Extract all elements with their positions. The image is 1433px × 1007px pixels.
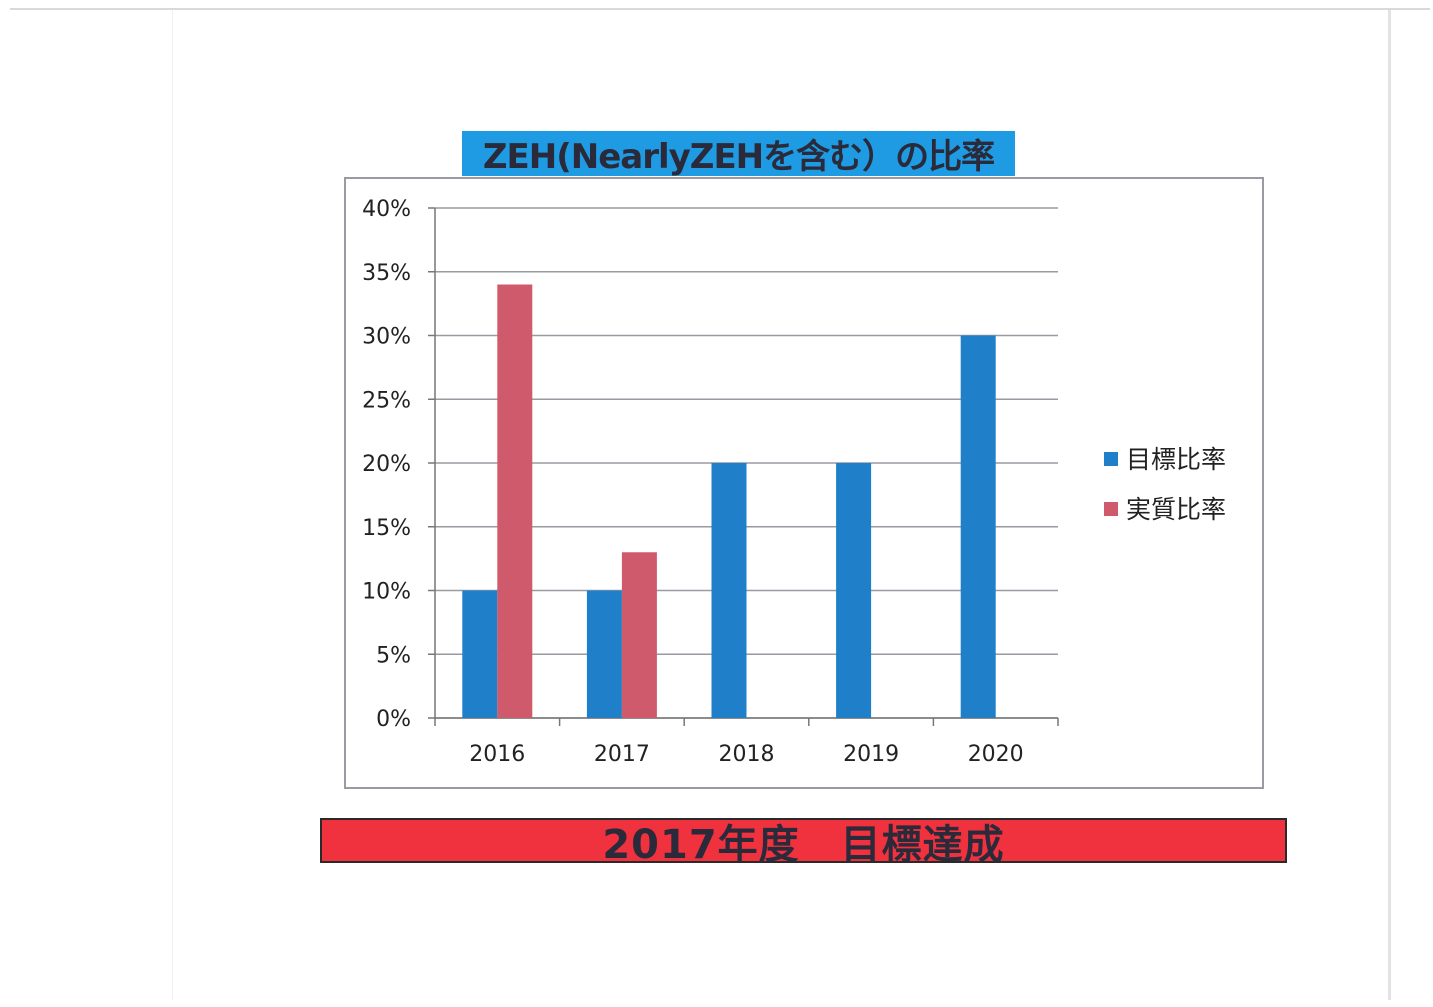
x-tick-label: 2018: [719, 742, 775, 767]
scan-edge-left: [172, 10, 173, 1000]
y-tick-label: 20%: [362, 452, 411, 477]
y-tick-label: 25%: [362, 388, 411, 413]
bar-actual: [497, 284, 533, 718]
scan-edge-top: [10, 8, 1430, 10]
y-tick-label: 40%: [362, 197, 411, 222]
x-tick-label: 2019: [843, 742, 899, 767]
bar-target: [960, 335, 996, 718]
bar-target: [836, 463, 872, 718]
legend-swatch: [1104, 452, 1118, 466]
y-tick-label: 30%: [362, 325, 411, 350]
y-tick-label: 0%: [376, 707, 411, 732]
legend-label: 実質比率: [1126, 495, 1226, 524]
y-tick-label: 35%: [362, 261, 411, 286]
y-tick-label: 15%: [362, 516, 411, 541]
bar-target: [462, 590, 498, 718]
bar-target: [586, 590, 622, 718]
achievement-banner: 2017年度 目標達成: [320, 818, 1287, 868]
bar-actual: [621, 552, 657, 718]
scan-edge-right: [1388, 10, 1391, 1000]
chart-title: ZEH(NearlyZEHを含む）の比率: [462, 131, 1015, 177]
y-tick-label: 5%: [376, 643, 411, 668]
x-tick-label: 2017: [594, 742, 650, 767]
bar-target: [711, 463, 747, 718]
x-tick-label: 2016: [469, 742, 525, 767]
legend-swatch: [1104, 502, 1118, 516]
legend-label: 目標比率: [1126, 445, 1226, 474]
x-tick-label: 2020: [968, 742, 1024, 767]
y-tick-label: 10%: [362, 580, 411, 605]
